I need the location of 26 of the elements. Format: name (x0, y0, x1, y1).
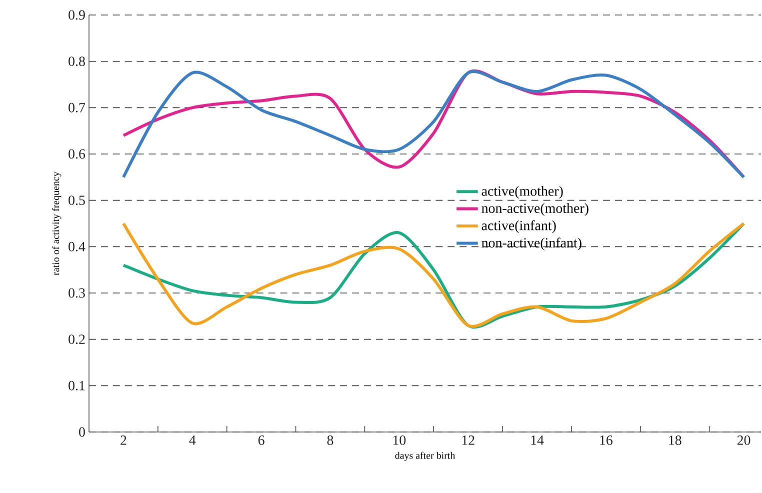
y-tick-label: 0 (79, 427, 85, 437)
x-tick-label: 4 (189, 436, 196, 445)
y-tick-label: 0.6 (68, 149, 86, 159)
legend-label: non-active(mother) (482, 203, 588, 216)
x-tick-label: 20 (737, 436, 750, 445)
x-tick-label: 8 (327, 436, 334, 445)
y-tick-label: 0.8 (68, 56, 85, 66)
y-tick-label: 0.3 (68, 288, 85, 298)
y-tick-label: 0.4 (68, 242, 86, 252)
x-tick-label: 12 (462, 436, 474, 445)
x-tick-label: 18 (669, 436, 682, 445)
y-tick-label: 0.9 (68, 10, 85, 20)
x-tick-label: 2 (120, 436, 126, 445)
x-tick-label: 6 (258, 436, 264, 445)
x-tick-label: 14 (531, 436, 544, 445)
legend-label: active(infant) (482, 220, 556, 234)
y-tick-label: 0.1 (68, 380, 85, 390)
legend-label: non-active(infant) (482, 238, 582, 250)
x-tick-label: 16 (600, 436, 612, 445)
y-tick-label: 0.5 (68, 196, 85, 206)
legend-label: active(mother) (482, 186, 563, 199)
y-tick-label: 0.2 (68, 334, 85, 344)
y-axis-title: ratio of activity frequency (52, 172, 62, 276)
x-axis-title: days after birth (395, 452, 456, 461)
x-tick-label: 10 (393, 436, 406, 445)
y-tick-label: 0.7 (68, 102, 86, 112)
